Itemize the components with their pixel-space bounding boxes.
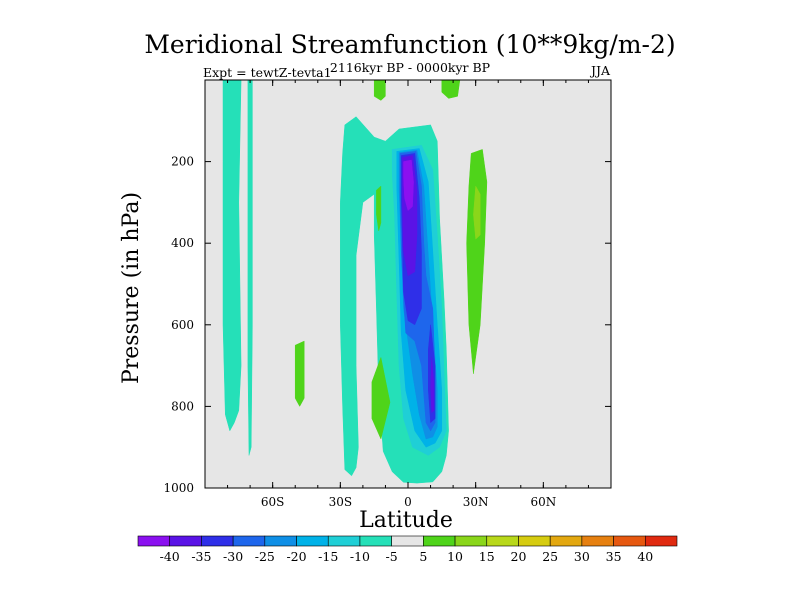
- x-tick-label: 0: [404, 495, 412, 509]
- y-tick-label: 800: [171, 399, 194, 413]
- colorbar-box: [327, 535, 361, 547]
- colorbar-label: 25: [542, 549, 558, 564]
- colorbar-box: [549, 535, 583, 547]
- chart-left-string: Expt = tewtZ-tevta1: [203, 65, 332, 80]
- colorbar-label: 35: [606, 549, 622, 564]
- y-tick-label: 200: [171, 155, 194, 169]
- colorbar-box: [486, 535, 519, 547]
- colorbar-box: [613, 535, 646, 547]
- colorbar-label: -35: [191, 549, 211, 564]
- colorbar-label: 10: [447, 549, 463, 564]
- colorbar: -40 -35 -30 -25 -20 -15 -10 -5 5 10 15 20 25 30 35 40: [137, 535, 678, 564]
- contour-region-pos-lower-left-2: [371, 357, 391, 440]
- colorbar-box: [296, 535, 329, 547]
- colorbar-box: [359, 535, 392, 547]
- x-tick-label: 60N: [530, 495, 556, 509]
- x-tick-label: 60S: [261, 495, 285, 509]
- colorbar-box: [137, 535, 171, 547]
- y-axis-label: Pressure (in hPa): [119, 192, 144, 384]
- colorbar-box: [644, 535, 678, 547]
- colorbar-label: 30: [574, 549, 590, 564]
- axis-ticks: 60S 30S 0 30N 60N 200 400 600 800 1000: [163, 80, 611, 509]
- contour-region-cell-minus35-lower: [430, 357, 435, 413]
- colorbar-box: [423, 535, 456, 547]
- colorbar-box: [581, 535, 614, 547]
- contour-region-pos-lower-left-1: [294, 340, 305, 407]
- colorbar-label: 40: [637, 549, 653, 564]
- colorbar-label: -25: [255, 549, 275, 564]
- colorbar-label: -15: [318, 549, 338, 564]
- colorbar-label: 5: [419, 549, 427, 564]
- colorbar-box: [232, 535, 266, 547]
- colorbar-label: 15: [479, 549, 495, 564]
- chart-title: Meridional Streamfunction (10**9kg/m-2): [144, 30, 675, 59]
- contour-region-band-70s-east: [247, 79, 253, 456]
- x-tick-label: 30S: [329, 495, 353, 509]
- y-tick-label: 1000: [163, 481, 194, 495]
- colorbar-box: [454, 535, 488, 547]
- colorbar-box: [391, 535, 424, 547]
- colorbar-label: -5: [386, 549, 398, 564]
- colorbar-label: -30: [223, 549, 243, 564]
- colorbar-box: [169, 535, 202, 547]
- contour-region-pos-right-column: [466, 149, 488, 375]
- contour-region-band-70s-west: [222, 79, 242, 432]
- colorbar-box: [518, 535, 551, 547]
- contour-region-cell-minus40: [403, 159, 414, 211]
- x-tick-label: 30N: [463, 495, 489, 509]
- contour-region-pos-right-inner: [473, 185, 481, 240]
- colorbar-label: 20: [511, 549, 527, 564]
- colorbar-box: [264, 535, 297, 547]
- contour-regions: [222, 79, 488, 484]
- contour-region-pos-mid-left: [376, 185, 382, 232]
- colorbar-box: [201, 535, 234, 547]
- y-tick-label: 600: [171, 318, 194, 332]
- colorbar-label: -40: [160, 549, 180, 564]
- chart-subtitle: 2116kyr BP - 0000kyr BP: [330, 60, 490, 75]
- x-axis-label: Latitude: [359, 508, 453, 533]
- colorbar-label: -10: [350, 549, 370, 564]
- colorbar-label: -20: [286, 549, 306, 564]
- contour-region-pos-top-left: [373, 79, 386, 101]
- chart-right-string: JJA: [589, 63, 611, 78]
- y-tick-label: 400: [171, 236, 194, 250]
